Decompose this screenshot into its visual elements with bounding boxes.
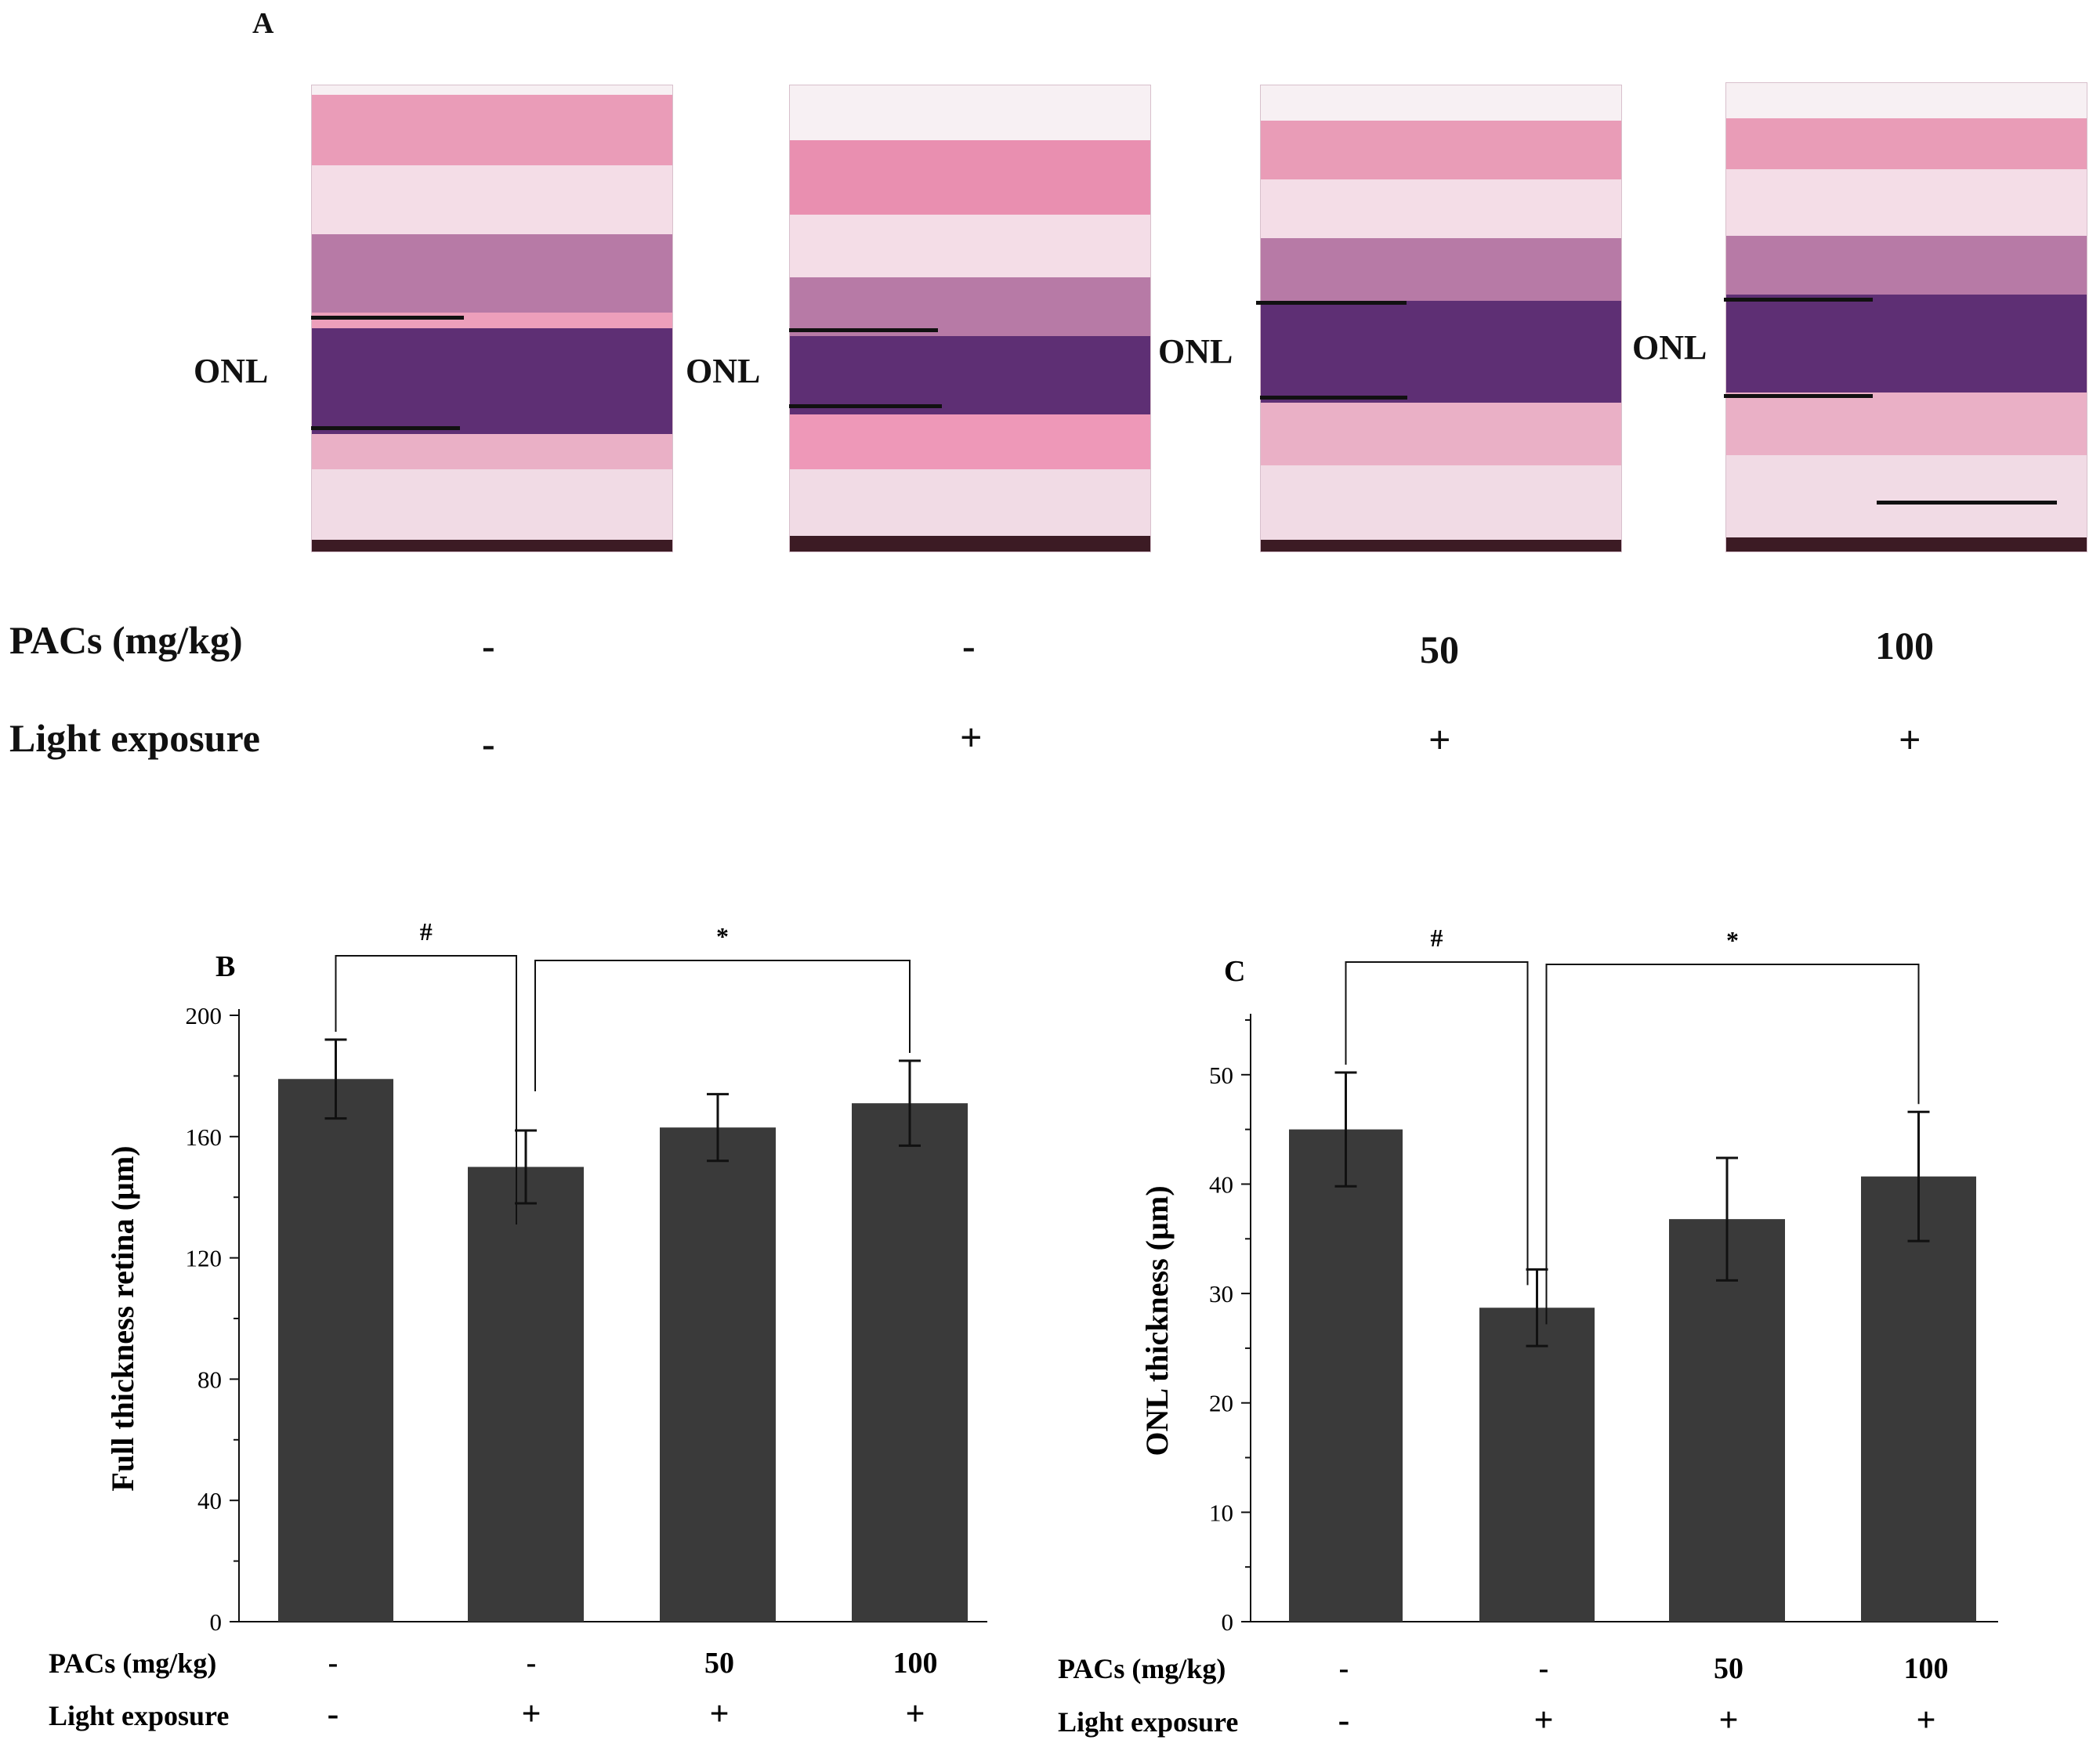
- chart-b-ytick-label-1: 40: [197, 1487, 222, 1514]
- chart-b-pacs-value-4: 100: [893, 1647, 938, 1680]
- chart-c-sig-bracket-2: [1545, 964, 1920, 1325]
- chart-b-light-value-4: +: [905, 1695, 925, 1733]
- onl-label-1: ONL: [194, 352, 269, 390]
- chart-c-sig-label-1: #: [1431, 924, 1443, 952]
- chart-c-ytick-label-4: 40: [1209, 1170, 1233, 1198]
- chart-c-sig-label-2: *: [1726, 926, 1739, 954]
- onl-label-3: ONL: [1158, 332, 1233, 371]
- chart-c-pacs-value-4: 100: [1904, 1652, 1949, 1685]
- light-value-1: -: [482, 722, 495, 765]
- onl-bottom-line-1: [311, 426, 460, 430]
- panel-b-label: B: [215, 950, 235, 983]
- chart-c-sig-bracket-1: [1345, 961, 1529, 1286]
- chart-c-pacs-value-3: 50: [1714, 1652, 1743, 1685]
- chart-c-pacs-value-2: -: [1539, 1652, 1549, 1685]
- onl-bottom-line-4: [1724, 394, 1873, 398]
- light-value-4: +: [1899, 718, 1921, 761]
- chart-b-bar-3: [660, 1127, 776, 1622]
- chart-b-ytick-label-2: 80: [197, 1366, 222, 1393]
- chart-c-pacs-label: PACs (mg/kg): [1058, 1653, 1226, 1684]
- panel-a-label: A: [252, 7, 274, 40]
- pacs-value-2: -: [962, 624, 976, 667]
- chart-c-ytick-label-2: 20: [1209, 1390, 1233, 1417]
- chart-c-bar-4: [1861, 1176, 1976, 1622]
- chart-c-bar-3: [1669, 1219, 1785, 1622]
- chart-c: C 0 10 20 30 40 50 ONL thickness (µm) # * PACs (mg…: [1058, 924, 1998, 1739]
- chart-b-ylabel: Full thickness retina (µm): [105, 1145, 140, 1491]
- chart-b-light-value-3: +: [709, 1695, 729, 1733]
- micrograph-1: [311, 85, 673, 552]
- light-row-label: Light exposure: [9, 716, 260, 760]
- chart-b-pacs-label: PACs (mg/kg): [49, 1648, 216, 1679]
- onl-top-line-1: [311, 316, 464, 320]
- chart-b-light-value-2: +: [521, 1695, 541, 1733]
- onl-bottom-line-3: [1260, 396, 1407, 400]
- onl-label-2: ONL: [686, 352, 761, 390]
- chart-c-bar-2: [1479, 1308, 1595, 1622]
- chart-b-pacs-value-3: 50: [704, 1647, 734, 1680]
- chart-b-sig-label-1: #: [420, 917, 433, 946]
- scale-bar: [1877, 501, 2057, 505]
- chart-c-light-value-3: +: [1718, 1701, 1738, 1739]
- onl-top-line-3: [1256, 301, 1407, 305]
- chart-c-light-value-4: +: [1916, 1701, 1935, 1739]
- micrograph-4: [1725, 82, 2087, 552]
- chart-b-pacs-value-1: -: [328, 1647, 339, 1680]
- chart-c-ytick-label-1: 10: [1209, 1499, 1233, 1526]
- onl-bottom-line-2: [789, 404, 942, 408]
- onl-top-line-2: [789, 328, 938, 332]
- chart-c-ytick-label-5: 50: [1209, 1062, 1233, 1089]
- chart-b-pacs-value-2: -: [527, 1647, 537, 1680]
- chart-c-light-value-1: -: [1338, 1701, 1350, 1739]
- chart-c-pacs-value-1: -: [1339, 1652, 1349, 1685]
- chart-c-light-label: Light exposure: [1058, 1706, 1238, 1738]
- chart-b-sig-bracket-1: [335, 955, 517, 1225]
- chart-b-sig-bracket-2: [534, 960, 911, 1092]
- chart-b-light-value-1: -: [328, 1695, 339, 1733]
- chart-b-bar-2: [468, 1167, 584, 1622]
- chart-b-ytick-label-3: 120: [186, 1245, 223, 1272]
- chart-c-bar-1: [1289, 1129, 1403, 1622]
- chart-b-sig-label-2: *: [716, 922, 729, 950]
- pacs-row-label: PACs (mg/kg): [9, 618, 243, 662]
- chart-c-ytick-label-3: 30: [1209, 1280, 1233, 1308]
- pacs-value-3: 50: [1420, 628, 1459, 671]
- pacs-value-4: 100: [1875, 624, 1934, 667]
- chart-b-ytick-label-0: 0: [210, 1608, 223, 1636]
- micrograph-2: [789, 85, 1151, 552]
- pacs-value-1: -: [482, 624, 495, 667]
- chart-c-ytick-label-0: 0: [1222, 1608, 1234, 1636]
- light-value-2: +: [960, 715, 983, 759]
- light-value-3: +: [1428, 718, 1451, 761]
- chart-c-ylabel: ONL thickness (µm): [1139, 1185, 1175, 1456]
- chart-b-ytick-label-5: 200: [186, 1002, 223, 1029]
- chart-b-bar-4: [852, 1103, 968, 1622]
- chart-c-light-value-2: +: [1533, 1701, 1553, 1739]
- chart-b-light-label: Light exposure: [49, 1700, 229, 1731]
- panel-c-label: C: [1224, 955, 1245, 988]
- chart-b-ytick-label-4: 160: [186, 1123, 223, 1151]
- onl-label-4: ONL: [1632, 328, 1707, 367]
- onl-top-line-4: [1724, 298, 1873, 302]
- chart-b-bar-1: [278, 1079, 393, 1622]
- chart-b: B 0 40 80 120 160 200 Full thickness retina (µm…: [49, 917, 987, 1733]
- micrograph-3: [1260, 85, 1622, 552]
